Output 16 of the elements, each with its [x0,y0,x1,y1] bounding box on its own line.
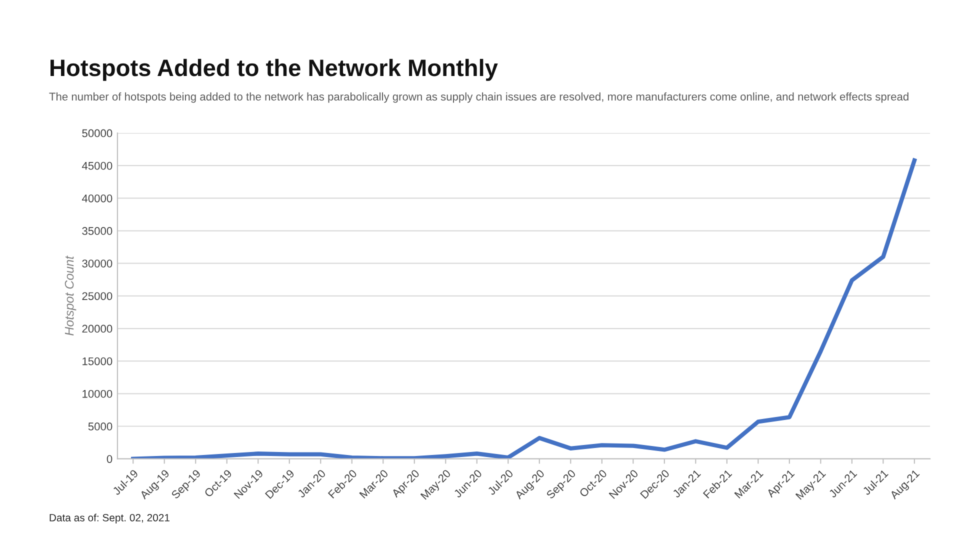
y-tick-label: 30000 [82,260,112,268]
y-tick-label: 0 [106,455,112,463]
y-tick-label: 35000 [82,227,112,235]
y-tick-label: 25000 [82,292,112,300]
line-series [131,158,917,459]
chart-title: Hotspots Added to the Network Monthly [50,58,498,81]
y-tick-label: 15000 [82,357,112,366]
y-tick-label: 50000 [82,129,112,138]
y-tick-label: 20000 [82,324,112,333]
y-tick-label: 40000 [82,194,112,202]
y-axis-title: Hotspot Count [64,256,76,336]
y-tick-label: 5000 [88,422,112,430]
y-tick-label: 10000 [82,390,112,398]
chart-subtitle: The number of hotspots being added to the network has parabolically grown as supply chain issues are resolved, more manufacturers come online, and network effects spread [49,92,908,103]
y-tick-label: 45000 [82,162,112,170]
text: Data as of: Sept. 02, 2021 [50,514,170,524]
